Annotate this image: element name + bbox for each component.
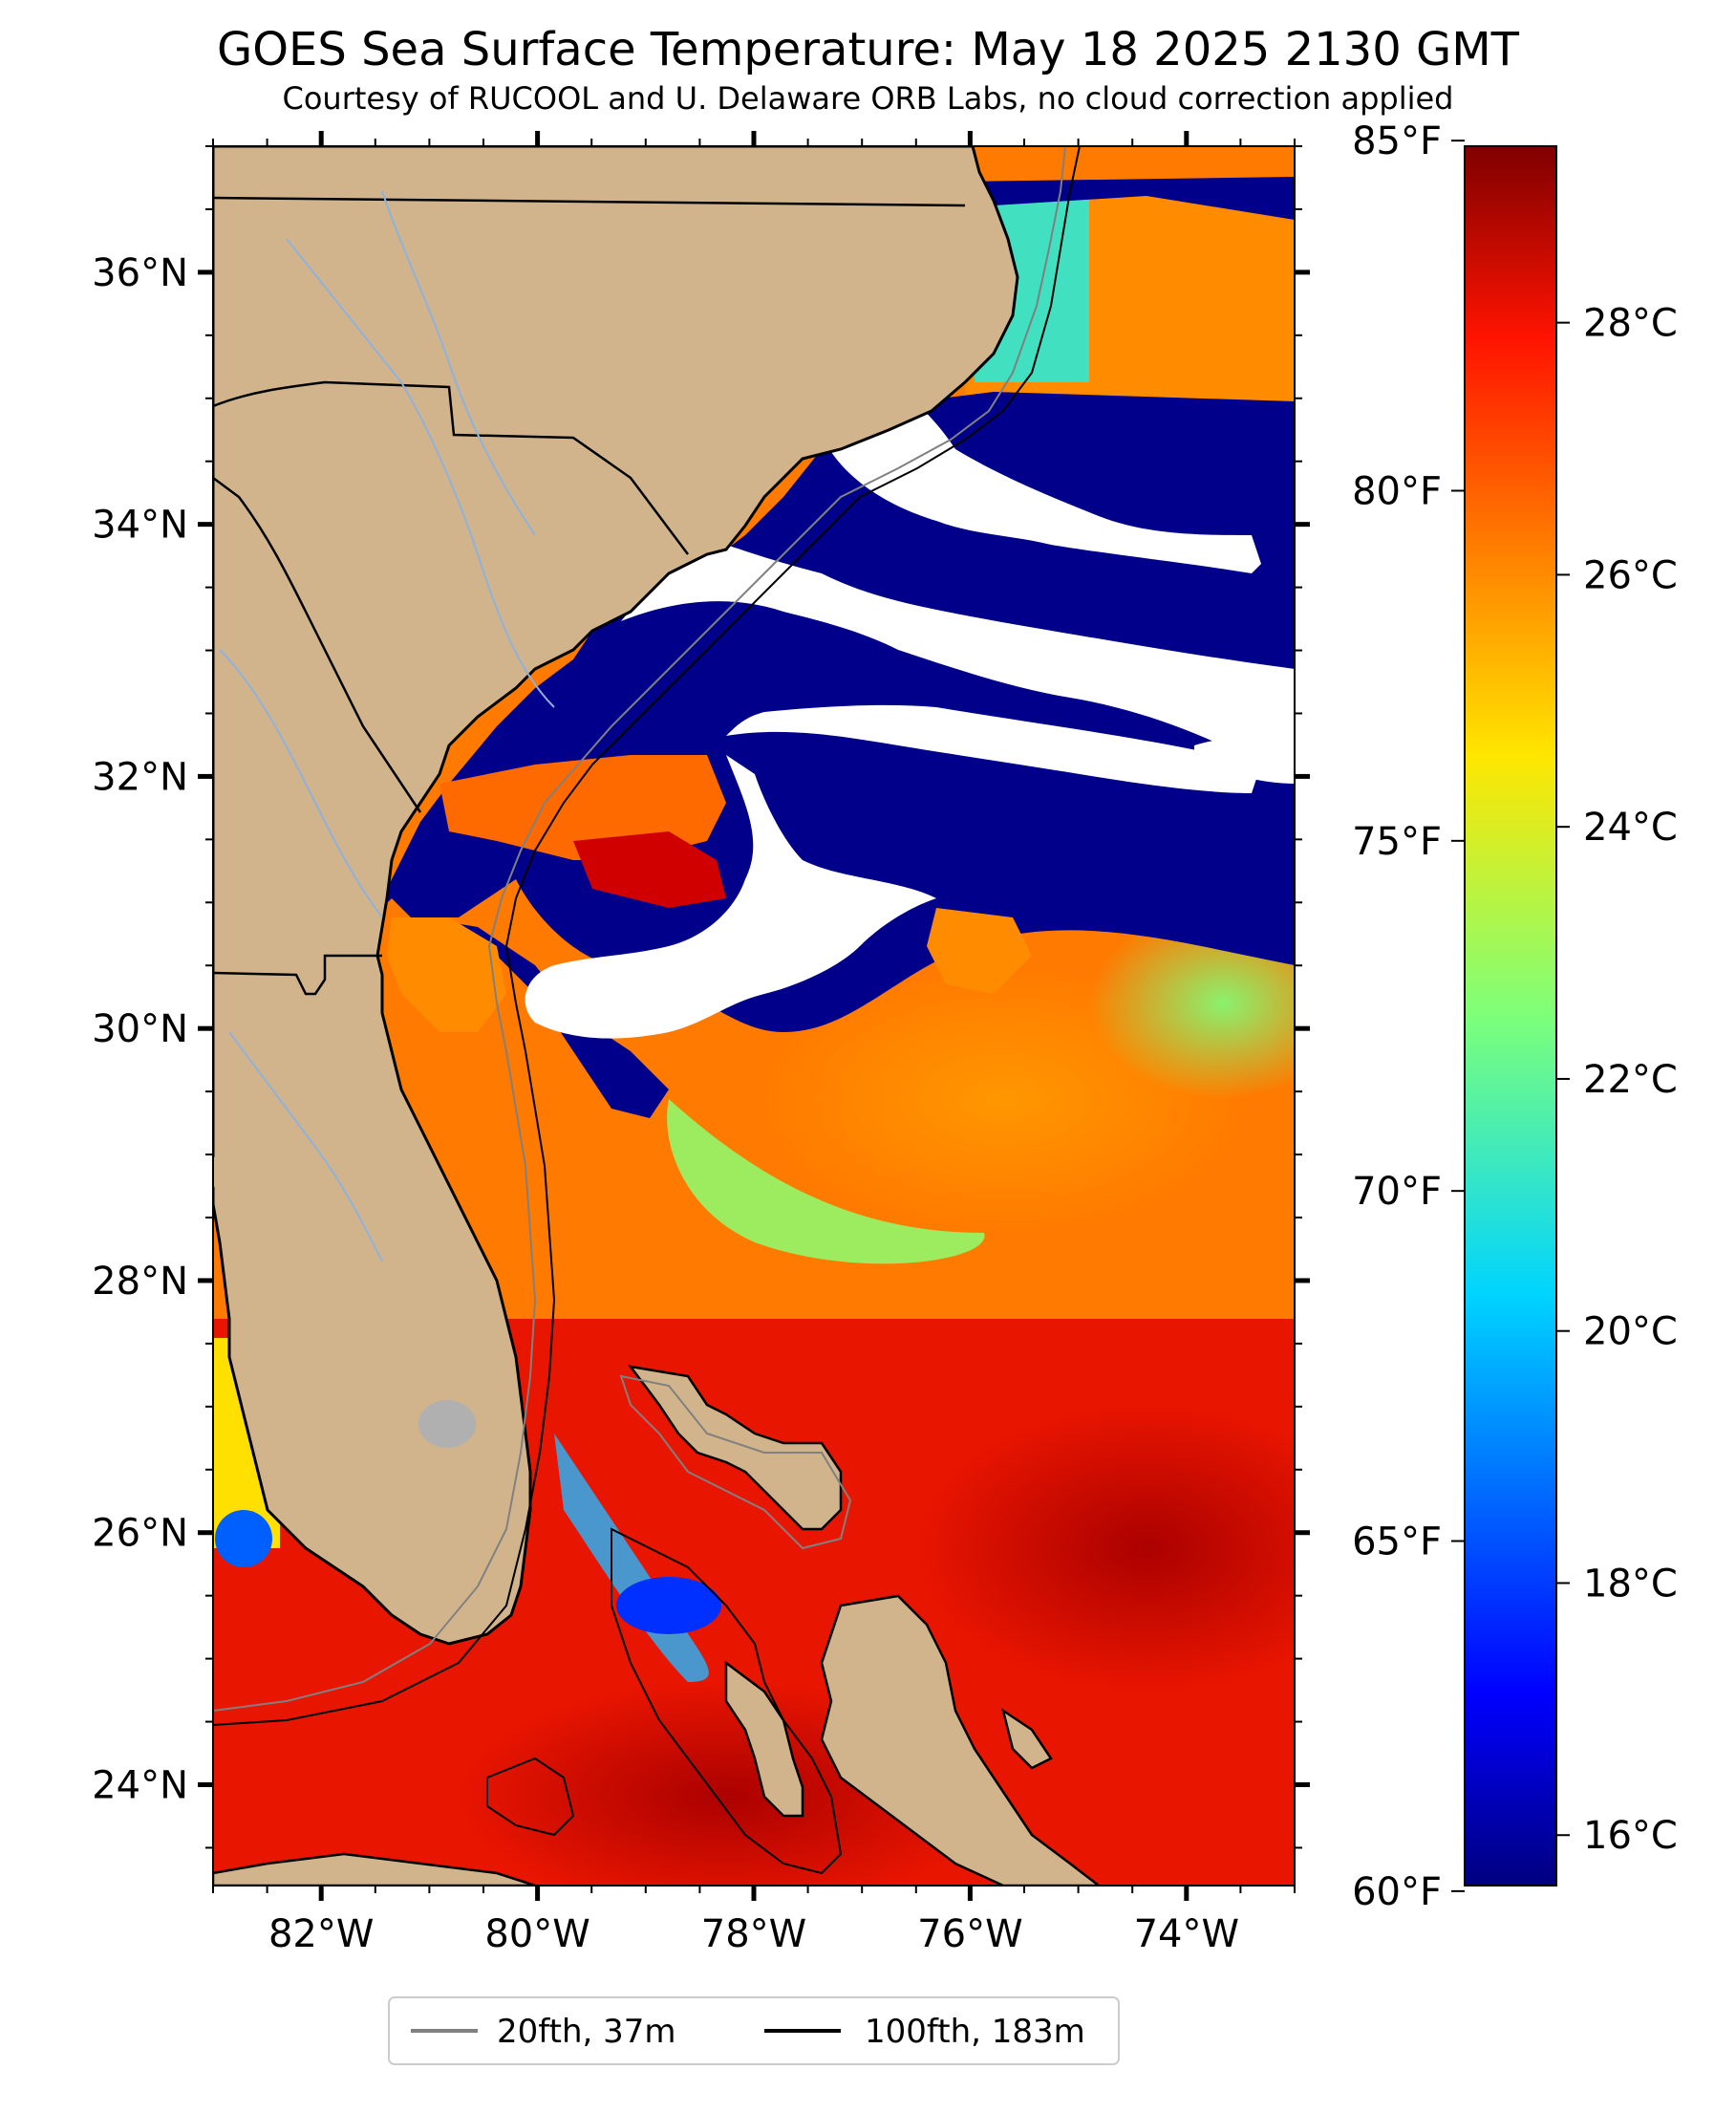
- lat-tick-label: 34°N: [92, 504, 188, 548]
- legend-label-100fth: 100fth, 183m: [865, 2013, 1085, 2051]
- cloud-cover: [1194, 738, 1295, 784]
- gulf-coast-land: [213, 1156, 258, 1242]
- sst-map: [213, 146, 1295, 1886]
- warm-core: [917, 1405, 1295, 1692]
- bahamas-island: [628, 1365, 843, 1531]
- us-southeast-land: [213, 146, 1019, 1646]
- warm-patch: [387, 917, 506, 1032]
- gulf-coastal-water: [215, 1510, 272, 1567]
- river: [381, 190, 536, 536]
- colorbar-fahrenheit-label: 60°F: [1352, 1870, 1442, 1914]
- colorbar-axes: 28°C 26°C 24°C 22°C 20°C 18°C 16°C 85°F 80°F 75°F…: [1352, 119, 1678, 1914]
- state-border: [213, 196, 966, 207]
- colorbar-fahrenheit-label: 85°F: [1352, 119, 1442, 163]
- colorbar-celsius-label: 24°C: [1583, 806, 1678, 850]
- river: [228, 1031, 383, 1262]
- lon-tick-label: 76°W: [917, 1912, 1022, 1956]
- colorbar-celsius-label: 22°C: [1583, 1058, 1678, 1102]
- bank-isobath: [611, 1527, 843, 1875]
- lat-tick-label: 30°N: [92, 1007, 188, 1051]
- colorbar-fahrenheit-label: 70°F: [1352, 1170, 1442, 1214]
- map-title: GOES Sea Surface Temperature: May 18 202…: [217, 23, 1519, 76]
- map-axes: 36°N 34°N 32°N 30°N 28°N 26°N 24°N 82°W 80°W 78°W…: [92, 131, 1310, 1956]
- cloud-cover: [525, 755, 936, 1039]
- lon-tick-label: 80°W: [484, 1912, 589, 1956]
- cool-bank-water: [616, 1577, 721, 1634]
- river: [286, 238, 555, 708]
- isobath-20fth: [213, 146, 1066, 1712]
- lon-tick-label: 74°W: [1134, 1912, 1239, 1956]
- colorbar-fahrenheit-label: 80°F: [1352, 469, 1442, 513]
- colorbar-fahrenheit-label: 75°F: [1352, 820, 1442, 864]
- colorbar-celsius-label: 18°C: [1583, 1562, 1678, 1606]
- lon-tick-label: 78°W: [701, 1912, 806, 1956]
- lake-okeechobee: [418, 1400, 476, 1448]
- cloud-cover: [726, 704, 1261, 793]
- bahamas-island: [1001, 1708, 1053, 1770]
- lat-tick-label: 28°N: [92, 1260, 188, 1304]
- colorbar-fahrenheit-label: 65°F: [1352, 1520, 1442, 1564]
- lat-tick-label: 36°N: [92, 251, 188, 295]
- warm-patch: [927, 908, 1032, 994]
- colorbar: [1464, 145, 1557, 1887]
- lon-tick-label: 82°W: [268, 1912, 374, 1956]
- map-subtitle: Courtesy of RUCOOL and U. Delaware ORB L…: [282, 80, 1454, 117]
- lat-tick-label: 32°N: [92, 755, 188, 799]
- state-border: [213, 380, 689, 555]
- warm-patch: [573, 831, 726, 908]
- lat-tick-label: 26°N: [92, 1512, 188, 1556]
- cool-filament: [667, 1099, 985, 1264]
- colorbar-celsius-label: 28°C: [1583, 302, 1678, 346]
- colorbar-celsius-label: 26°C: [1583, 553, 1678, 597]
- colorbar-celsius-label: 16°C: [1583, 1814, 1678, 1858]
- bahamas-island: [820, 1594, 1102, 1886]
- isobath-100fth: [213, 146, 1081, 1726]
- legend-box: [388, 1996, 1120, 2065]
- state-border: [213, 954, 382, 996]
- cold-cloud-band: [420, 917, 669, 1118]
- cloud-cover: [621, 545, 1295, 765]
- river: [219, 649, 383, 918]
- legend-label-20fth: 20fth, 37m: [497, 2013, 676, 2051]
- state-border: [213, 476, 422, 813]
- bank-isobath: [486, 1757, 575, 1837]
- cuba-land: [213, 1852, 536, 1886]
- bank-isobath: [619, 1374, 852, 1550]
- cold-band: [965, 177, 1295, 220]
- colorbar-celsius-label: 20°C: [1583, 1310, 1678, 1354]
- cool-filament: [1089, 908, 1295, 1099]
- lat-tick-label: 24°N: [92, 1763, 188, 1807]
